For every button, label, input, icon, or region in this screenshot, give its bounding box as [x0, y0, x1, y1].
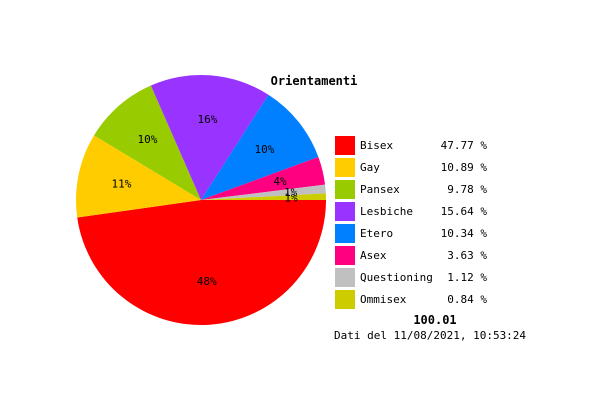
- slice-label-etero: 10%: [254, 143, 274, 156]
- legend-swatch-gay: [335, 158, 355, 177]
- pie-slice-asex: [201, 157, 326, 200]
- slice-label-questioning: 1%: [284, 186, 298, 199]
- slice-label-bisex: 48%: [197, 275, 217, 288]
- slice-label-pansex: 10%: [137, 133, 157, 146]
- footnote: Dati del 11/08/2021, 10:53:24: [334, 329, 526, 342]
- legend-swatch-pansex: [335, 180, 355, 199]
- legend-label-lesbiche: Lesbiche: [360, 205, 413, 218]
- legend-swatch-questioning: [335, 268, 355, 287]
- pie-slice-questioning: [201, 184, 326, 200]
- legend-label-ommisex: Ommisex: [360, 293, 407, 306]
- legend-swatch-ommisex: [335, 290, 355, 309]
- legend-label-bisex: Bisex: [360, 139, 393, 152]
- legend-swatch-etero: [335, 224, 355, 243]
- legend-value-asex: 3.63 %: [447, 249, 487, 262]
- slice-label-asex: 4%: [273, 175, 287, 188]
- legend-label-etero: Etero: [360, 227, 393, 240]
- chart-title: Orientamenti: [271, 74, 358, 88]
- legend-swatch-asex: [335, 246, 355, 265]
- pie-slice-pansex: [94, 85, 201, 200]
- pie-slice-ommisex: [201, 193, 327, 200]
- legend-label-questioning: Questioning: [360, 271, 433, 284]
- legend-value-pansex: 9.78 %: [447, 183, 487, 196]
- legend-label-gay: Gay: [360, 161, 380, 174]
- slice-label-ommisex: 1%: [284, 192, 298, 205]
- total-value: 100.01: [413, 313, 456, 327]
- legend-value-ommisex: 0.84 %: [447, 293, 487, 306]
- legend-value-lesbiche: 15.64 %: [441, 205, 488, 218]
- pie-slice-etero: [201, 94, 319, 200]
- legend-value-questioning: 1.12 %: [447, 271, 487, 284]
- pie-slices: [76, 75, 327, 325]
- legend-value-gay: 10.89 %: [441, 161, 488, 174]
- legend-swatch-bisex: [335, 136, 355, 155]
- legend-value-etero: 10.34 %: [441, 227, 488, 240]
- pie-slice-lesbiche: [150, 75, 269, 200]
- pie-slice-bisex: [77, 200, 326, 325]
- legend-label-asex: Asex: [360, 249, 387, 262]
- pie-slice-gay: [76, 135, 201, 218]
- legend-swatch-lesbiche: [335, 202, 355, 221]
- legend-value-bisex: 47.77 %: [441, 139, 488, 152]
- slice-label-gay: 11%: [111, 178, 131, 191]
- legend-label-pansex: Pansex: [360, 183, 400, 196]
- pie-slice-labels: 48%11%10%16%10%4%1%1%: [111, 113, 298, 288]
- legend: Bisex 47.77 % Gay 10.89 % Pansex 9.78 % Lesbic…: [335, 136, 487, 309]
- slice-label-lesbiche: 16%: [197, 113, 217, 126]
